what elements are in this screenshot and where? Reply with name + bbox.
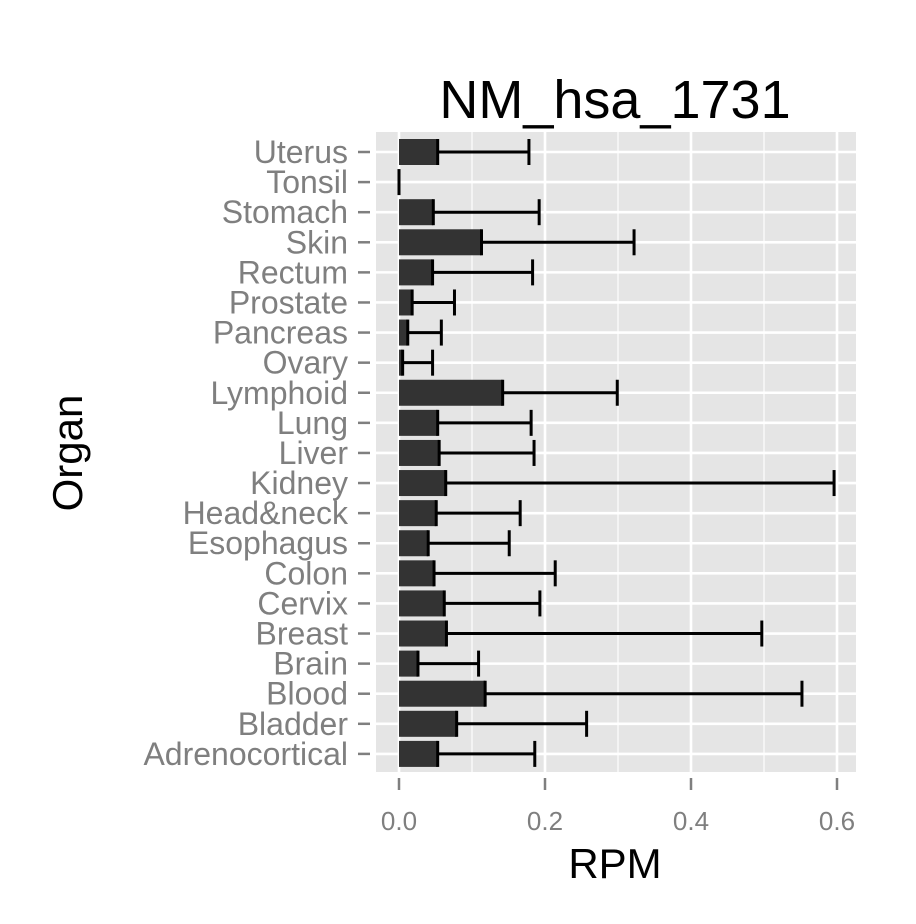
x-tick-label: 0.2 <box>527 806 563 836</box>
bar-skin <box>399 229 482 256</box>
y-tick-label-adrenocortical: Adrenocortical <box>143 736 348 772</box>
y-tick-label-colon: Colon <box>264 555 348 591</box>
y-tick-label-esophagus: Esophagus <box>188 525 348 561</box>
y-tick-label-lymphoid: Lymphoid <box>210 375 348 411</box>
chart-title: NM_hsa_1731 <box>439 70 790 130</box>
x-axis: 0.0 0.2 0.4 0.6 <box>381 778 855 836</box>
y-tick-label-rectum: Rectum <box>238 254 348 290</box>
bars <box>399 139 503 767</box>
bar-pancreas <box>399 319 408 346</box>
y-tick-label-kidney: Kidney <box>250 465 348 501</box>
y-tick-label-cervix: Cervix <box>257 585 348 621</box>
x-axis-title: RPM <box>568 840 661 887</box>
bar-liver <box>399 439 440 466</box>
bar-rectum <box>399 259 433 286</box>
bar-colon <box>399 560 435 587</box>
y-tick-label-blood: Blood <box>266 676 348 712</box>
error-bars <box>397 139 836 767</box>
y-tick-label-tonsil: Tonsil <box>266 164 348 200</box>
bar-kidney <box>399 470 446 497</box>
y-tick-label-prostate: Prostate <box>229 284 348 320</box>
bar-cervix <box>399 590 445 617</box>
bar-breast <box>399 620 447 647</box>
bar-uterus <box>399 139 438 165</box>
y-axis-title: Organ <box>44 395 91 512</box>
y-tick-label-stomach: Stomach <box>222 194 348 230</box>
bar-blood <box>399 680 486 707</box>
bar-stomach <box>399 199 434 226</box>
bar-adrenocortical <box>399 740 438 767</box>
x-tick-label: 0.0 <box>381 806 417 836</box>
y-axis: UterusTonsilStomachSkinRectumProstatePan… <box>143 134 370 772</box>
y-tick-label-pancreas: Pancreas <box>213 315 348 351</box>
bar-ovary <box>399 349 403 376</box>
bar-lung <box>399 409 438 436</box>
y-tick-label-liver: Liver <box>279 435 349 471</box>
y-tick-label-brain: Brain <box>273 646 348 682</box>
bar-bladder <box>399 710 457 737</box>
bar-lymphoid <box>399 379 503 406</box>
x-tick-label: 0.4 <box>673 806 709 836</box>
bar-esophagus <box>399 530 429 557</box>
y-tick-label-lung: Lung <box>277 405 348 441</box>
y-tick-label-breast: Breast <box>256 616 349 652</box>
y-tick-label-ovary: Ovary <box>263 345 348 381</box>
y-tick-label-skin: Skin <box>286 224 348 260</box>
y-tick-label-uterus: Uterus <box>254 134 348 170</box>
bar-brain <box>399 650 418 677</box>
bar-prostate <box>399 289 413 316</box>
x-tick-label: 0.6 <box>819 806 855 836</box>
y-tick-label-bladder: Bladder <box>238 706 349 742</box>
bar-head-neck <box>399 500 437 527</box>
y-tick-label-head-neck: Head&neck <box>183 495 349 531</box>
